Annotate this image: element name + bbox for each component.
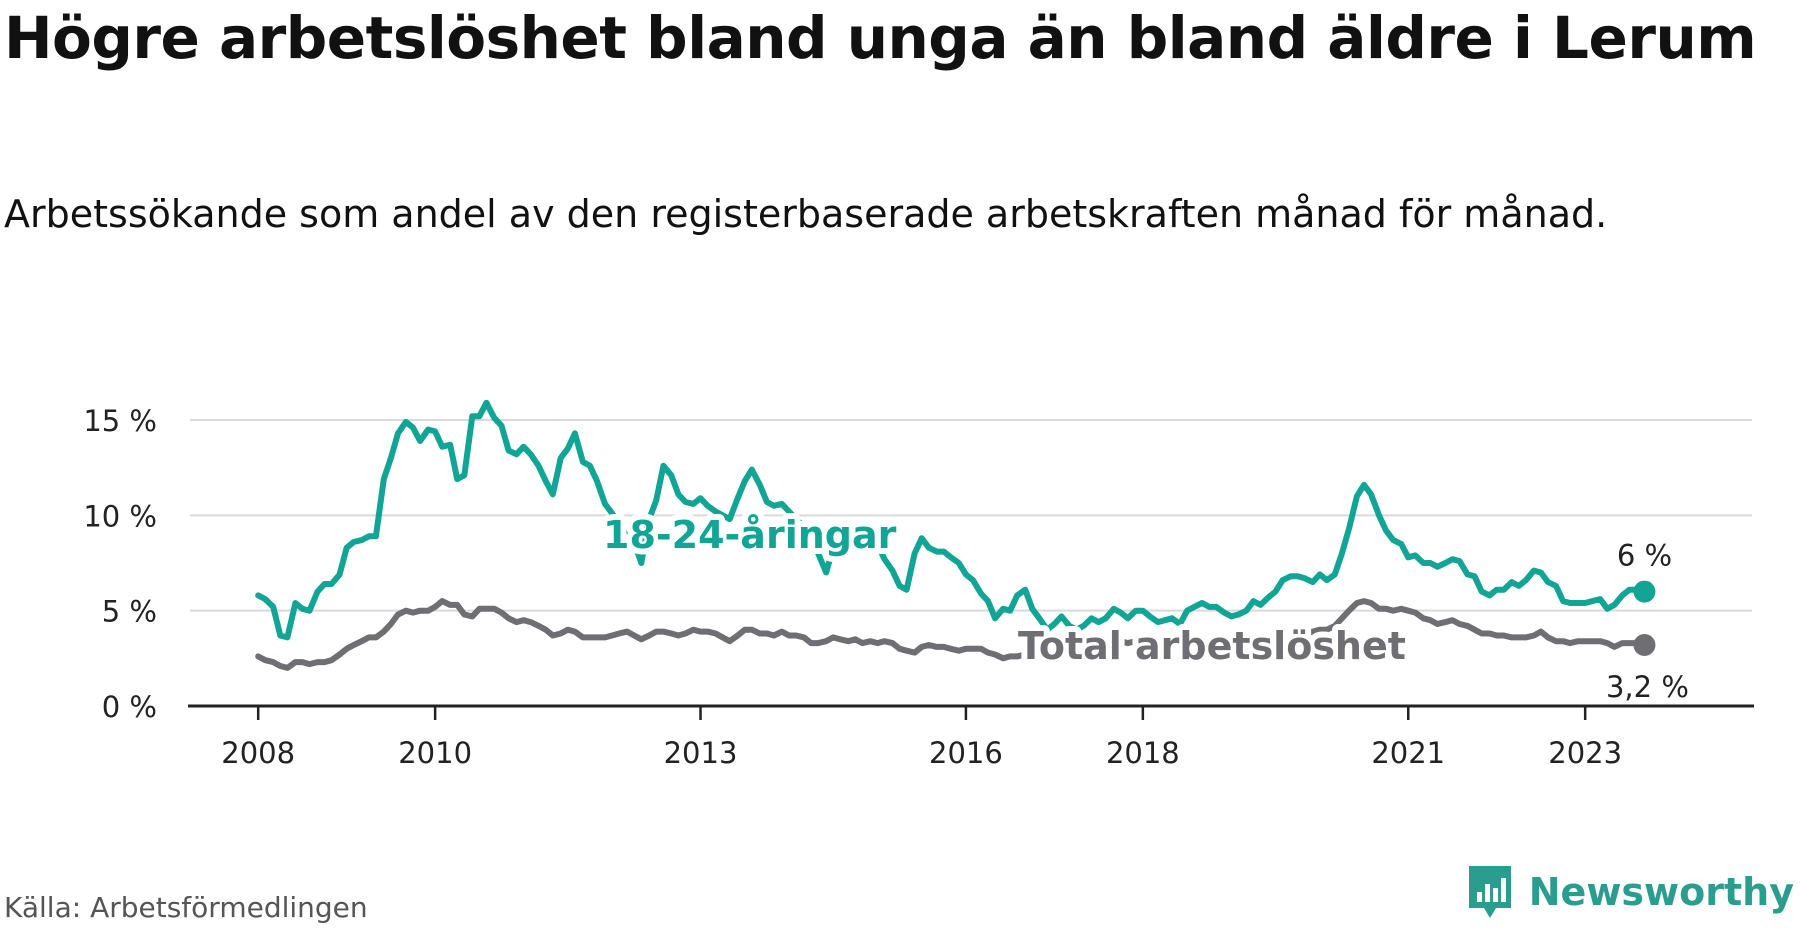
x-axis: 2008 2010 2013 2016 2018 2021 2023 bbox=[188, 704, 1754, 770]
total-end-value-label: 3,2 % bbox=[1606, 670, 1689, 704]
youth-end-value-label: 6 % bbox=[1617, 539, 1672, 573]
x-tick-label: 2010 bbox=[398, 736, 472, 770]
series-lines bbox=[255, 399, 1656, 671]
y-tick-label: 10 % bbox=[83, 499, 157, 533]
youth-end-marker bbox=[1633, 580, 1656, 603]
brand-logo: Newsworthy bbox=[1465, 862, 1794, 922]
series-labels: 18-24-åringar Total arbetslöshet 6 % 3,2 % bbox=[597, 507, 1689, 704]
x-tick-label: 2018 bbox=[1106, 736, 1180, 770]
y-tick-label: 5 % bbox=[102, 595, 157, 629]
x-tick-label: 2013 bbox=[664, 736, 738, 770]
source-note: Källa: Arbetsförmedlingen bbox=[4, 891, 368, 924]
y-tick-label: 15 % bbox=[83, 404, 157, 438]
newsworthy-logo-icon bbox=[1468, 866, 1511, 918]
x-tick-label: 2008 bbox=[221, 736, 295, 770]
total-series-line bbox=[255, 598, 1648, 671]
chart-subtitle: Arbetssökande som andel av den registerb… bbox=[4, 192, 1608, 236]
chart-title: Högre arbetslöshet bland unga än bland ä… bbox=[4, 4, 1757, 72]
youth-series-line bbox=[255, 399, 1648, 641]
x-tick-label: 2023 bbox=[1548, 736, 1622, 770]
total-series-label: Total arbetslöshet bbox=[1018, 624, 1406, 668]
x-tick-label: 2021 bbox=[1371, 736, 1445, 770]
total-end-marker bbox=[1633, 633, 1656, 656]
y-axis-labels: 0 % 5 % 10 % 15 % bbox=[83, 404, 157, 724]
y-tick-label: 0 % bbox=[102, 690, 157, 724]
youth-series-label: 18-24-åringar bbox=[603, 513, 897, 557]
gridlines bbox=[190, 419, 1752, 612]
x-tick-label: 2016 bbox=[929, 736, 1003, 770]
brand-name: Newsworthy bbox=[1528, 870, 1794, 914]
